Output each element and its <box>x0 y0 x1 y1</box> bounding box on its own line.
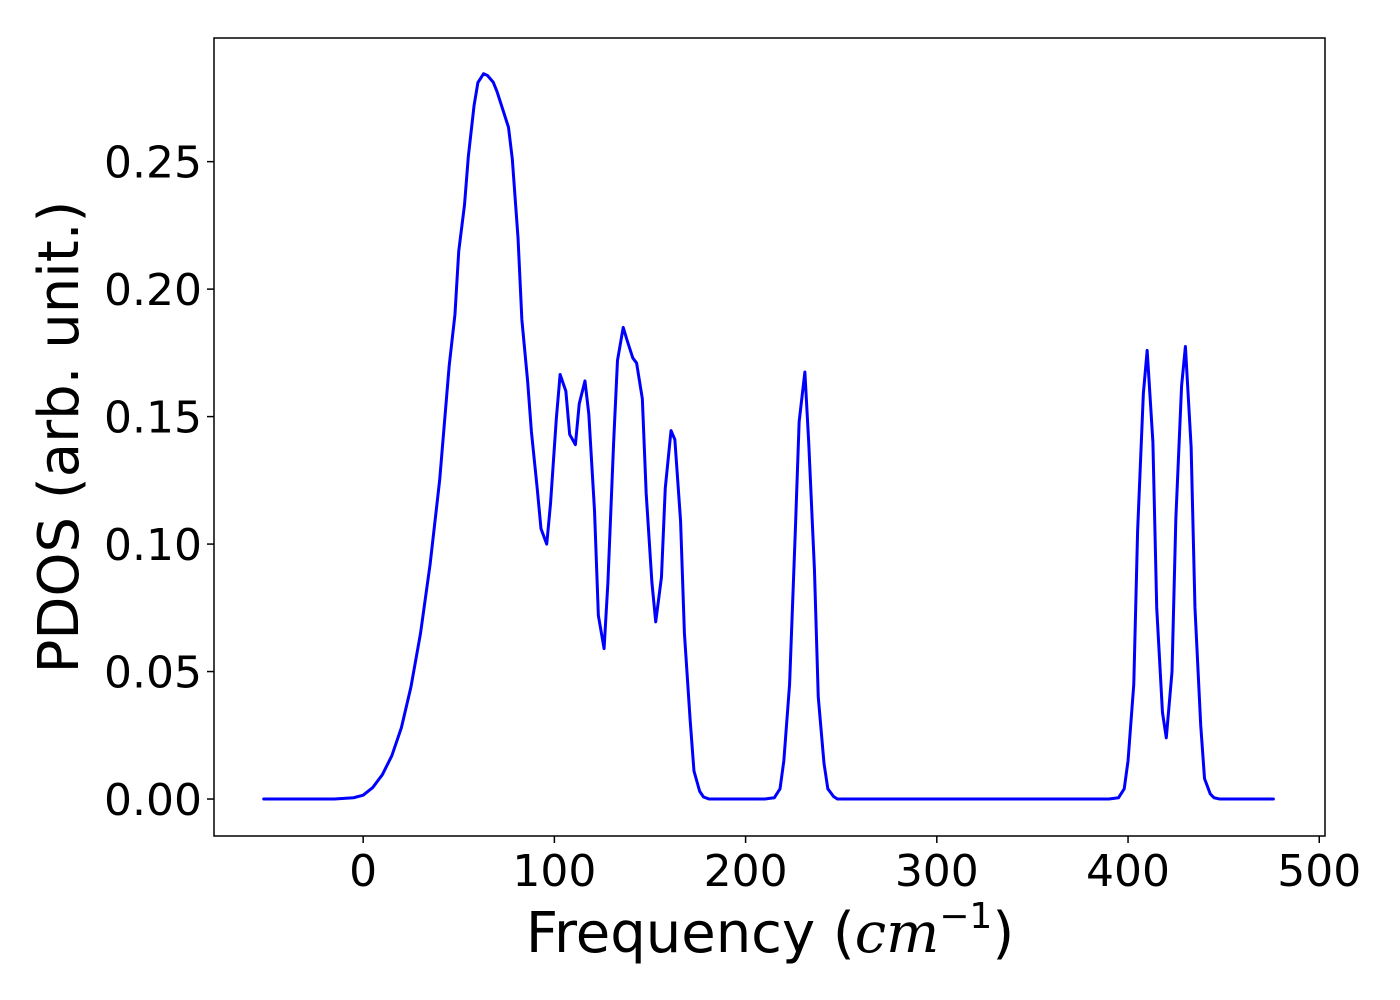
series-layer <box>262 72 1275 801</box>
pdos-series-line <box>262 72 1275 801</box>
y-tick-label: 0.05 <box>104 648 202 699</box>
y-tick-label: 0.00 <box>104 775 202 826</box>
x-axis-title-exponent: −1 <box>939 896 992 937</box>
x-axis: 0 100 200 300 400 500 <box>349 836 1361 897</box>
y-axis: 0.00 0.05 0.10 0.15 0.20 0.25 <box>104 138 214 826</box>
x-tick-label: 500 <box>1277 846 1361 897</box>
y-tick-label: 0.15 <box>104 393 202 444</box>
x-tick-label: 0 <box>349 846 377 897</box>
y-tick-label: 0.10 <box>104 520 202 571</box>
x-tick-label: 300 <box>895 846 979 897</box>
x-axis-title-math: cm <box>855 901 939 966</box>
x-tick-label: 100 <box>512 846 596 897</box>
plot-area-background <box>214 38 1325 836</box>
x-tick-label: 200 <box>704 846 788 897</box>
y-tick-label: 0.25 <box>104 138 202 189</box>
plot-frame <box>213 37 1326 837</box>
y-axis-title: PDOS (arb. unit.) <box>27 201 92 674</box>
x-tick-label: 400 <box>1086 846 1170 897</box>
x-axis-title: Frequency (cm−1) <box>526 896 1014 966</box>
x-axis-title-prefix: Frequency ( <box>526 901 855 966</box>
x-axis-title-suffix: ) <box>992 901 1014 966</box>
y-tick-label: 0.20 <box>104 265 202 316</box>
